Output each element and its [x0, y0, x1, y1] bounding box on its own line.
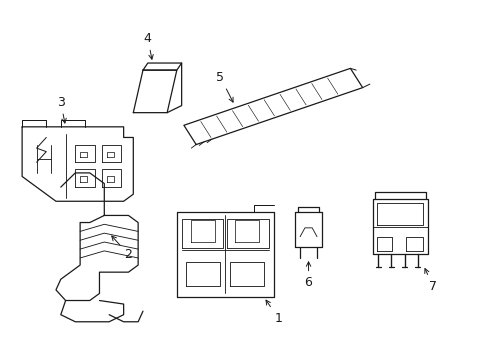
Text: 7: 7 [424, 269, 436, 293]
Text: 1: 1 [265, 300, 282, 325]
Text: 5: 5 [216, 71, 233, 102]
Text: 6: 6 [304, 262, 312, 289]
Text: 2: 2 [111, 236, 132, 261]
Text: 4: 4 [143, 32, 153, 59]
Text: 3: 3 [57, 95, 66, 123]
